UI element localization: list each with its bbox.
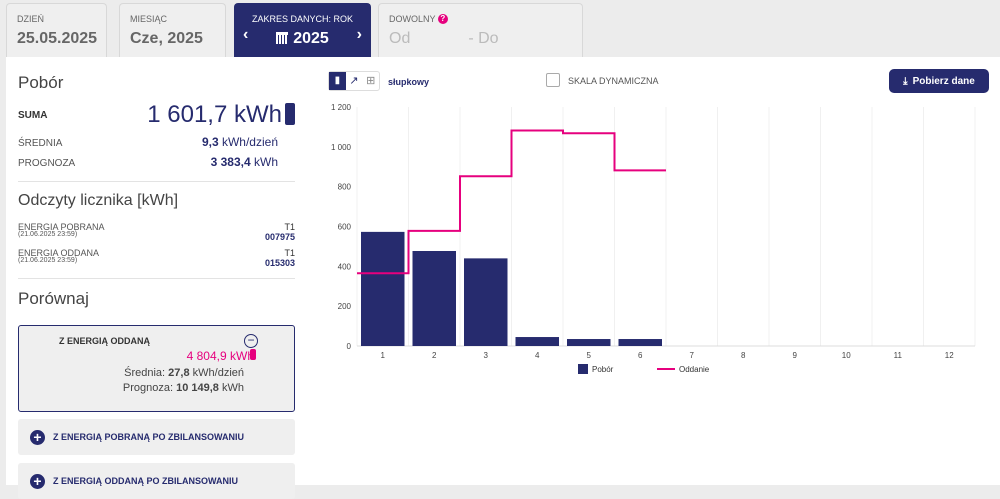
y-tick-label: 0 [347, 342, 352, 351]
compare-prognoza-unit: kWh [222, 382, 244, 394]
download-label: Pobierz dane [912, 75, 975, 87]
y-tick-label: 1 200 [331, 103, 352, 112]
dynamic-scale-checkbox[interactable] [546, 73, 560, 87]
tab-label: MIESIĄC [130, 14, 168, 24]
tab-label: DOWOLNY [389, 14, 436, 24]
content-card: Pobór SUMA 1 601,7 kWh ŚREDNIA 9,3 kWh/dz… [6, 57, 1000, 499]
compare-value: 4 804,9 kWh [186, 349, 254, 363]
compare-srednia-label: Średnia: [124, 367, 166, 379]
odczyty-title: Odczyty licznika [kWh] [18, 192, 179, 209]
reading-value: 015303 [264, 258, 295, 268]
tab-dzien[interactable]: DZIEŃ 25.05.2025 [6, 3, 107, 57]
minus-circle-icon[interactable]: − [244, 334, 258, 348]
y-tick-label: 600 [338, 223, 352, 232]
x-tick-label: 6 [638, 351, 643, 360]
reading-tariff: T1 [284, 222, 295, 232]
series-color-marker [285, 103, 295, 125]
next-arrow[interactable]: › [356, 26, 362, 43]
bar [618, 339, 662, 346]
chart-type-label: słupkowy [388, 77, 430, 87]
reading-date: (21.06.2025 23:59) [18, 257, 78, 264]
legend-label: Oddanie [679, 365, 710, 374]
tab-miesiac[interactable]: MIESIĄC Cze, 2025 [119, 3, 226, 57]
compare-active-card[interactable]: Z ENERGIĄ ODDANĄ − 4 804,9 kWh Średnia: … [18, 325, 295, 412]
x-tick-label: 10 [842, 351, 851, 360]
reading-value: 007975 [264, 232, 295, 242]
plus-circle-icon: + [30, 429, 45, 445]
y-tick-label: 400 [338, 262, 352, 271]
compare-srednia-value: 27,8 [168, 367, 190, 379]
x-tick-label: 12 [945, 351, 954, 360]
compare-srednia-unit: kWh/dzień [192, 367, 244, 379]
dynamic-scale-label: SKALA DYNAMICZNA [568, 76, 659, 86]
tab-value: 25.05.2025 [17, 30, 98, 47]
tab-rok[interactable]: ZAKRES DANYCH: ROK ‹ 2025 › [234, 3, 371, 57]
compare-prognoza-value: 10 149,8 [176, 382, 219, 394]
table-icon[interactable]: ⊞ [366, 75, 376, 87]
chart-type-switch: ▮ ↗ ⊞ [328, 71, 380, 91]
tab-label: DZIEŃ [17, 14, 44, 24]
bar [412, 250, 456, 346]
porownaj-title: Porównaj [18, 289, 89, 308]
x-tick-label: 9 [793, 351, 798, 360]
y-tick-label: 1 000 [331, 143, 352, 152]
tab-value: Cze, 2025 [130, 30, 203, 47]
reading-label: ENERGIA ODDANA [18, 248, 100, 258]
reading-date: (21.06.2025 23:59) [18, 231, 78, 238]
legend-label: Pobór [592, 365, 614, 374]
bar-chart-icon[interactable]: ▮ [329, 72, 346, 90]
reading-label: ENERGIA POBRANA [18, 222, 105, 232]
compare-option-label: Z ENERGIĄ ODDANĄ PO ZBILANSOWANIU [53, 476, 239, 486]
prognoza-label: PROGNOZA [18, 158, 76, 169]
x-tick-label: 8 [741, 351, 746, 360]
x-tick-label: 2 [432, 351, 437, 360]
compare-option-label: Z ENERGIĄ POBRANĄ PO ZBILANSOWANIU [53, 432, 245, 442]
srednia-label: ŚREDNIA [18, 138, 63, 149]
y-tick-label: 200 [338, 302, 352, 311]
srednia-value: 9,3 [201, 135, 219, 149]
bar [361, 231, 405, 346]
date-to-input[interactable]: - Do [468, 30, 499, 47]
download-icon: ⤓ [903, 75, 908, 87]
prognoza-unit: kWh [254, 155, 278, 169]
date-from-input[interactable]: Od [389, 30, 411, 47]
compare-label: Z ENERGIĄ ODDANĄ [59, 336, 151, 346]
compare-prognoza-label: Prognoza: [122, 382, 174, 394]
compare-option-button[interactable]: + Z ENERGIĄ POBRANĄ PO ZBILANSOWANIU [18, 419, 295, 455]
tab-value: 2025 [245, 30, 360, 48]
calendar-icon [276, 32, 289, 44]
series-color-marker [250, 349, 256, 360]
pobor-title: Pobór [18, 73, 64, 92]
suma-value: 1 601,7 kWh [147, 101, 282, 128]
legend-swatch-pobor [578, 364, 588, 374]
bar [464, 258, 508, 346]
bar [567, 339, 611, 346]
srednia-unit: kWh/dzień [221, 135, 278, 149]
x-tick-label: 5 [587, 351, 592, 360]
tab-label: ZAKRES DANYCH: ROK [251, 14, 354, 24]
summary-panel: Pobór SUMA 1 601,7 kWh ŚREDNIA 9,3 kWh/dz… [18, 57, 295, 309]
line-chart-icon[interactable]: ↗ [349, 75, 359, 87]
x-tick-label: 7 [690, 351, 695, 360]
suma-label: SUMA [18, 109, 48, 121]
x-tick-label: 11 [894, 351, 903, 360]
reading-tariff: T1 [284, 248, 295, 258]
x-tick-label: 1 [381, 351, 386, 360]
help-icon[interactable]: ? [437, 14, 448, 24]
step-line-oddanie [357, 129, 666, 275]
bar [515, 337, 559, 346]
prognoza-value: 3 383,4 [210, 155, 251, 169]
download-button[interactable]: ⤓ Pobierz dane [889, 69, 989, 93]
prev-arrow[interactable]: ‹ [243, 26, 249, 43]
x-tick-label: 4 [535, 351, 540, 360]
x-tick-label: 3 [484, 351, 489, 360]
y-tick-label: 800 [338, 183, 352, 192]
tab-dowolny[interactable]: DOWOLNY ? Od - Do [378, 3, 583, 57]
